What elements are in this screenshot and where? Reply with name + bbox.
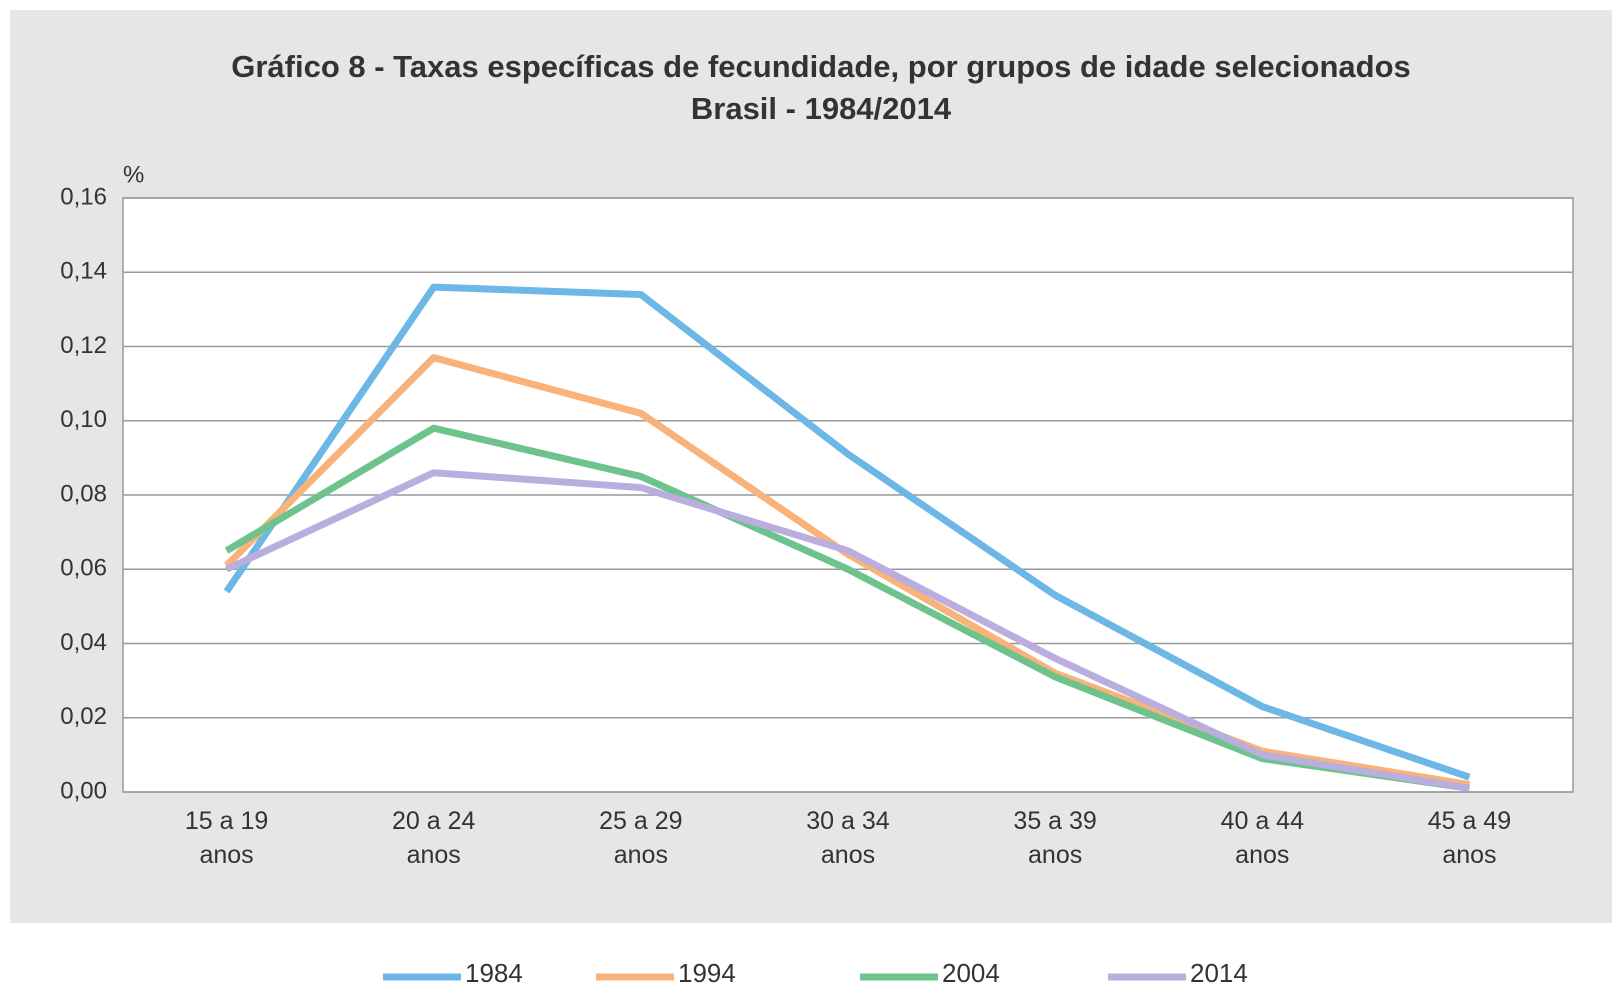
y-tick-label: 0,00	[60, 777, 107, 804]
x-tick-label: 25 a 29 anos	[599, 807, 683, 869]
chart-title: Gráfico 8 - Taxas específicas de fecundi…	[231, 49, 1411, 84]
chart-subtitle: Brasil - 1984/2014	[691, 91, 952, 126]
x-tick-label: 40 a 44 anos	[1220, 807, 1304, 869]
y-tick-label: 0,02	[60, 703, 107, 730]
y-tick-label: 0,12	[60, 332, 107, 359]
y-tick-label: 0,14	[60, 258, 107, 285]
y-tick-label: 0,10	[60, 406, 107, 433]
legend-label: 1994	[678, 958, 736, 987]
legend-label: 2004	[942, 958, 1000, 987]
x-tick-label: 35 a 39 anos	[1013, 807, 1097, 869]
x-tick-label: 45 a 49 anos	[1427, 807, 1512, 869]
y-tick-label: 0,04	[60, 629, 107, 656]
x-tick-label: 30 a 34 anos	[806, 807, 890, 869]
series-line	[223, 283, 1471, 781]
x-tick-label: 20 a 24 anos	[391, 807, 476, 869]
y-tick-label: 0,06	[60, 555, 107, 582]
legend-label: 2014	[1190, 958, 1248, 987]
y-tick-label: 0,08	[60, 480, 107, 507]
series-line	[225, 469, 1470, 792]
y-tick-label: 0,16	[60, 183, 107, 210]
x-tick-label: 15 a 19 anos	[184, 807, 269, 869]
y-unit: %	[123, 161, 144, 188]
series-line	[224, 424, 1470, 792]
legend-label: 1984	[465, 958, 523, 987]
